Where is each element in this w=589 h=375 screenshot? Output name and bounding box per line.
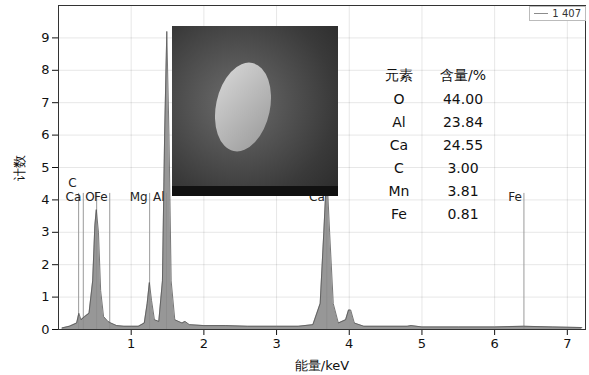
svg-text:O: O — [85, 190, 95, 205]
html-text:Al: Al — [392, 113, 406, 130]
svg-text:Mg: Mg — [130, 190, 148, 204]
html-text:Fe: Fe — [391, 205, 407, 222]
html-text:0.81: 0.81 — [447, 205, 479, 222]
svg-text:计数: 计数 — [12, 155, 27, 181]
svg-text:Al: Al — [153, 190, 165, 204]
svg-text:C: C — [68, 176, 76, 190]
html-text:元素: 元素 — [385, 66, 413, 83]
svg-text:1: 1 — [41, 289, 49, 304]
svg-text:5: 5 — [41, 160, 49, 175]
svg-text:3: 3 — [41, 224, 49, 239]
svg-text:3: 3 — [272, 336, 280, 351]
html-text:含量/%: 含量/% — [440, 66, 486, 83]
svg-text:Ca: Ca — [309, 190, 325, 205]
svg-text:0: 0 — [41, 322, 49, 337]
html-text:1 407: 1 407 — [552, 8, 581, 19]
svg-text:Ca: Ca — [66, 190, 82, 204]
html-text:23.84: 23.84 — [443, 113, 483, 130]
svg-text:7: 7 — [41, 95, 49, 110]
svg-text:1: 1 — [127, 336, 135, 351]
svg-text:7: 7 — [563, 336, 571, 351]
svg-text:4: 4 — [41, 192, 49, 207]
html-text:O: O — [393, 90, 405, 107]
svg-text:2: 2 — [41, 257, 49, 272]
html-text:44.00: 44.00 — [443, 90, 483, 107]
svg-text:2: 2 — [200, 336, 208, 351]
html-text:3.81: 3.81 — [447, 182, 479, 199]
html-text:C: C — [394, 159, 404, 176]
svg-text:4: 4 — [345, 336, 353, 351]
svg-text:6: 6 — [490, 336, 498, 351]
html-text:Ca: Ca — [389, 136, 409, 153]
svg-text:Fe: Fe — [508, 190, 522, 204]
html-text:3.00: 3.00 — [447, 159, 479, 176]
svg-text:8: 8 — [41, 62, 49, 77]
svg-text:Fe: Fe — [94, 190, 108, 204]
svg-text:6: 6 — [41, 127, 49, 142]
html-text:24.55: 24.55 — [443, 136, 483, 153]
svg-text:9: 9 — [41, 30, 49, 45]
svg-text:5: 5 — [418, 336, 426, 351]
html-text:Mn: Mn — [388, 182, 410, 199]
svg-text:能量/keV: 能量/keV — [295, 358, 349, 373]
